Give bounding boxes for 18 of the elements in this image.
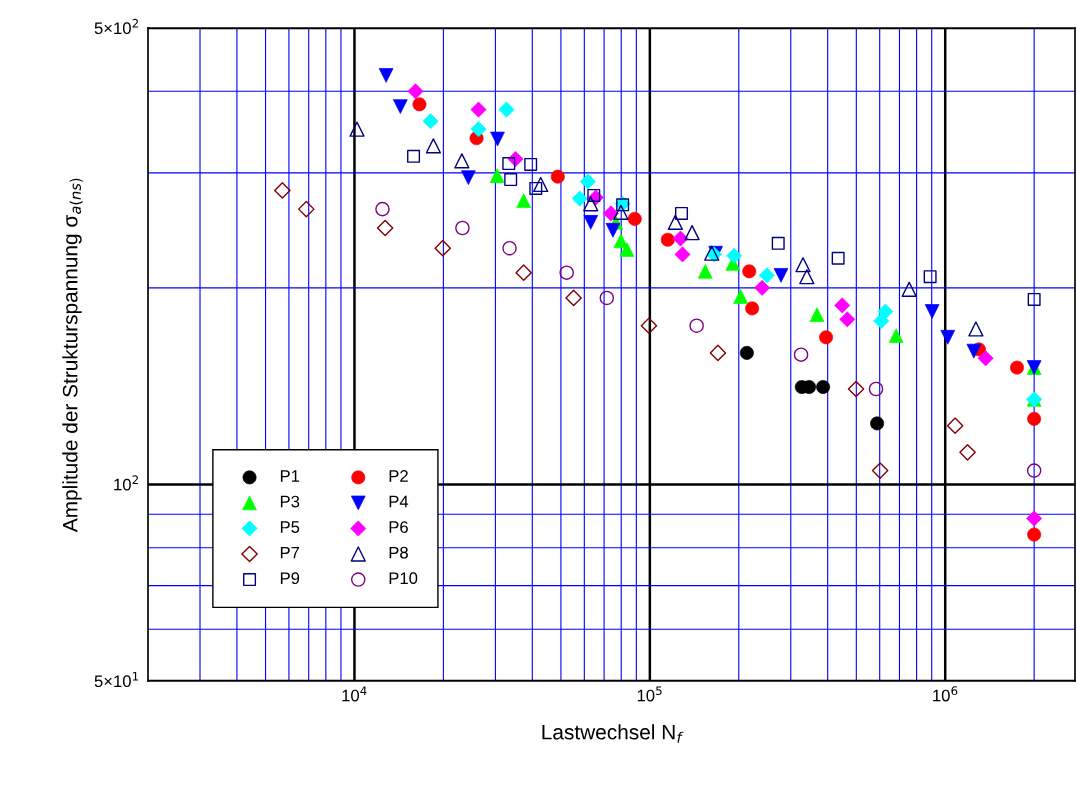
y-tick-label: 5×10$^{2}$: [94, 18, 138, 35]
y-tick-label: 10$^{2}$: [114, 475, 138, 491]
legend-label: P6: [389, 521, 408, 533]
x-tick-label: 10$^{6}$: [933, 686, 958, 702]
legend-label: P3: [280, 495, 300, 508]
x-tick-label: 10$^{4}$: [342, 686, 367, 702]
legend-label: P5: [280, 521, 300, 533]
legend-label: P1: [280, 470, 300, 482]
legend-label: P4: [389, 495, 409, 508]
legend-label: P8: [389, 546, 408, 559]
legend-label: P2: [389, 470, 408, 482]
legend-label: P9: [280, 572, 300, 585]
legend-label: P7: [280, 546, 300, 559]
y-axis-title: Amplitude der Strukturspannung σ$_{a(ns)}$: [62, 178, 83, 533]
x-axis-title: Lastwechsel N$_{f}$: [542, 724, 684, 743]
x-tick-label: 10$^{5}$: [637, 686, 662, 702]
legend-label: P10: [389, 572, 418, 585]
y-tick-label: 5×10$^{1}$: [94, 672, 139, 688]
